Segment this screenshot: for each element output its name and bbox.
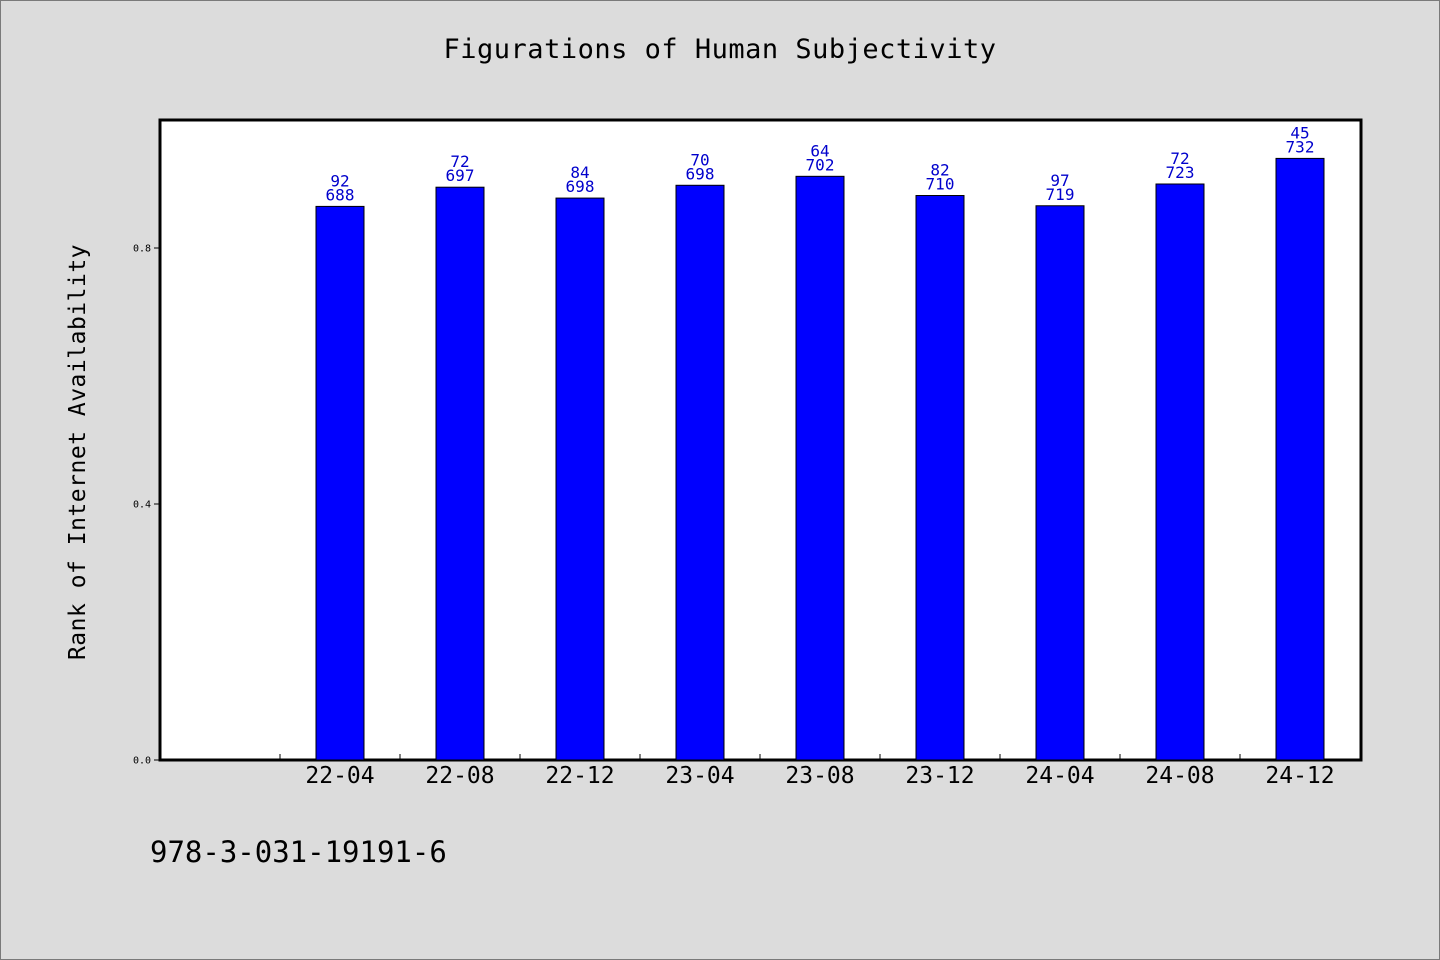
- bar-22-04: [315, 205, 365, 761]
- bar-24-04: [1035, 205, 1085, 761]
- bar-23-04: [675, 184, 725, 761]
- x-category-label: 23-08: [785, 763, 854, 789]
- y-axis-ticks: 0.0 0.4 0.8: [133, 244, 160, 767]
- x-category-label: 24-04: [1025, 763, 1094, 789]
- bar-22-08: [435, 186, 485, 761]
- x-category-label: 22-04: [305, 763, 374, 789]
- x-category-label: 23-04: [665, 763, 734, 789]
- bars: [315, 157, 1325, 761]
- chart-title: Figurations of Human Subjectivity: [443, 34, 997, 65]
- bar-label-top: 70: [690, 150, 709, 169]
- bar-label-bottom: 710: [926, 175, 955, 194]
- bar-label-top: 45: [1290, 123, 1309, 142]
- x-category-label: 24-12: [1265, 763, 1334, 789]
- bar-22-12: [555, 197, 605, 761]
- bar-label-bottom: 732: [1286, 137, 1315, 156]
- bar-label-top: 72: [1170, 149, 1189, 168]
- bar-label-bottom: 697: [446, 166, 475, 185]
- bar-label-bottom: 723: [1166, 163, 1195, 182]
- bar-label-bottom: 719: [1046, 185, 1075, 204]
- bar-label-top: 64: [810, 141, 829, 160]
- bar-label-bottom: 698: [566, 177, 595, 196]
- y-tick-label: 0.0: [133, 756, 151, 767]
- x-category-label: 22-08: [425, 763, 494, 789]
- x-category-label: 23-12: [905, 763, 974, 789]
- bar-24-08: [1155, 183, 1205, 761]
- isbn-footer: 978-3-031-19191-6: [150, 835, 447, 869]
- x-category-label: 22-12: [545, 763, 614, 789]
- y-tick-label: 0.8: [133, 244, 151, 255]
- bar-23-12: [915, 195, 965, 761]
- y-tick-label: 0.4: [133, 500, 151, 511]
- bar-label-bottom: 702: [806, 155, 835, 174]
- bar-label-bottom: 688: [326, 185, 355, 204]
- data-labels: 22-049268822-087269722-128469823-0470698…: [305, 123, 1334, 789]
- bar-23-08: [795, 175, 845, 761]
- bar-label-bottom: 698: [686, 164, 715, 183]
- x-axis-ticks: [279, 754, 1241, 760]
- bar-label-top: 72: [450, 152, 469, 171]
- bar-label-top: 84: [570, 163, 589, 182]
- bar-label-top: 92: [330, 171, 349, 190]
- bar-label-top: 97: [1050, 171, 1069, 190]
- bar-24-12: [1275, 157, 1325, 761]
- bar-label-top: 82: [930, 161, 949, 180]
- x-category-label: 24-08: [1145, 763, 1214, 789]
